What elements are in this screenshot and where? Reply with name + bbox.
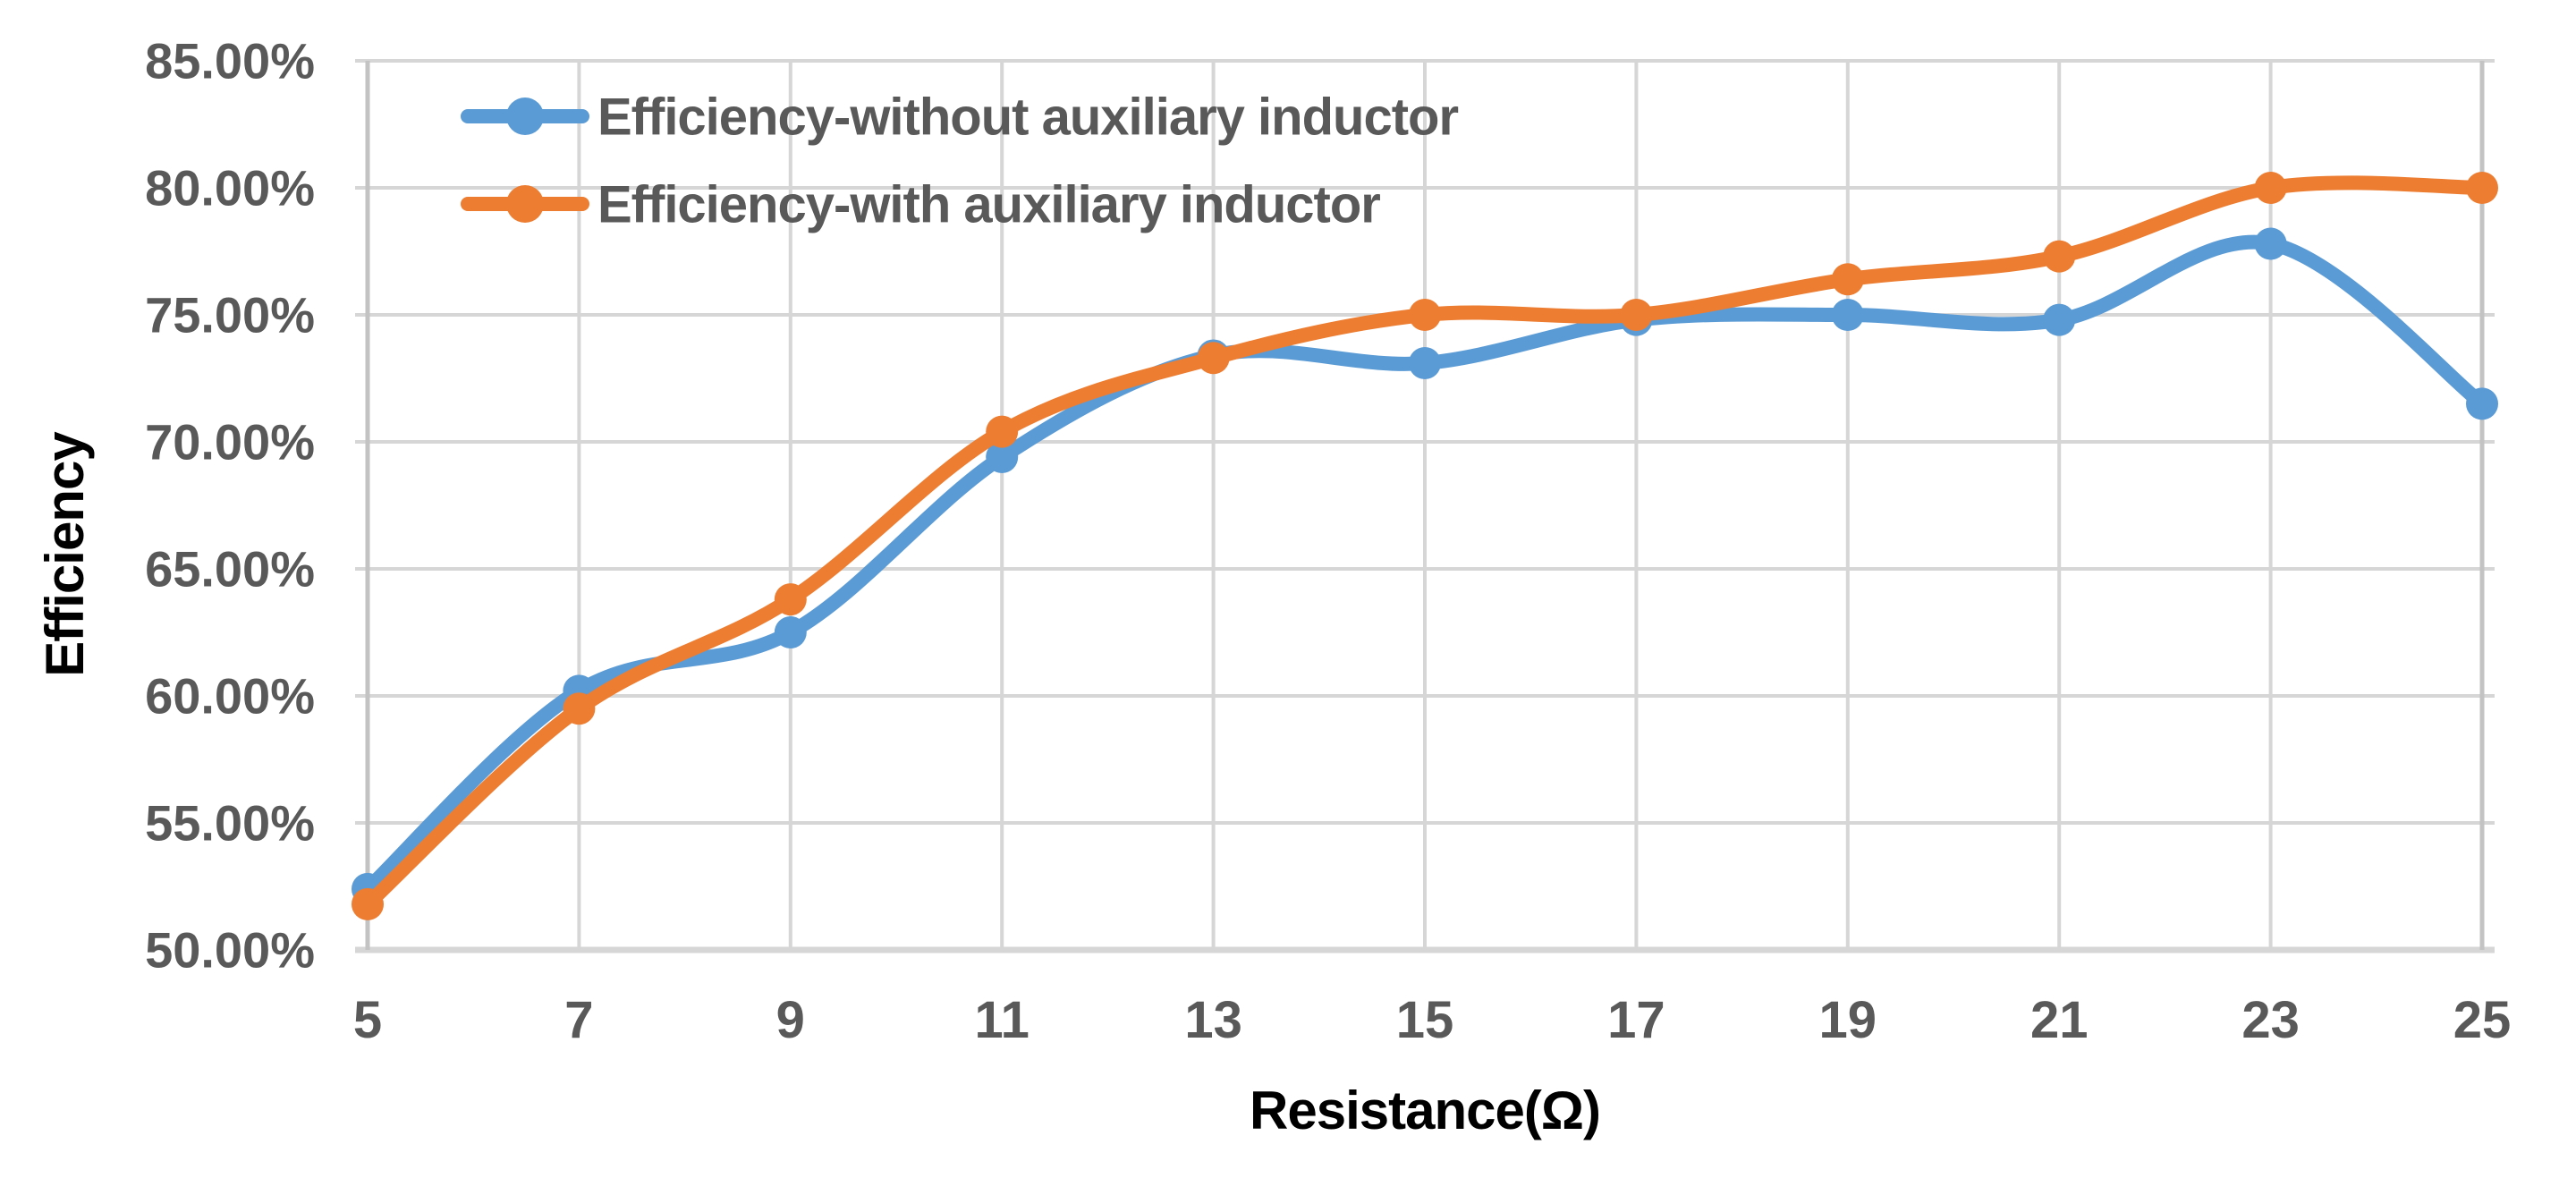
x-tick-label: 21: [2030, 991, 2089, 1049]
y-tick-label: 70.00%: [145, 414, 315, 470]
data-point-marker: [2043, 303, 2076, 336]
data-point-marker: [563, 692, 596, 725]
data-point-marker: [1620, 299, 1653, 331]
y-tick-label: 75.00%: [145, 287, 315, 343]
data-point-marker: [774, 616, 807, 648]
y-tick-label: 60.00%: [145, 668, 315, 725]
y-axis-title: Efficiency: [35, 431, 95, 677]
x-tick-label: 13: [1184, 991, 1242, 1049]
y-tick-label: 50.00%: [145, 922, 315, 979]
data-series: [352, 172, 2498, 920]
y-tick-label: 55.00%: [145, 795, 315, 852]
legend-marker-icon: [506, 185, 544, 223]
x-axis-tick-labels: 5 7 9 11 13 15 17 19 21 23 25: [353, 991, 2511, 1049]
data-point-marker: [986, 441, 1019, 474]
data-point-marker: [2043, 240, 2076, 273]
data-point-marker: [1409, 299, 1441, 331]
y-tick-label: 65.00%: [145, 541, 315, 597]
data-point-marker: [1831, 263, 1864, 296]
data-point-marker: [774, 583, 807, 616]
legend-label: Efficiency-without auxiliary inductor: [597, 88, 1458, 146]
legend: Efficiency-without auxiliary inductor Eff…: [461, 88, 1459, 233]
legend-marker-icon: [506, 97, 544, 135]
x-tick-label: 17: [1607, 991, 1665, 1049]
x-tick-label: 23: [2241, 991, 2300, 1049]
data-point-marker: [2254, 227, 2287, 260]
data-point-marker: [1409, 346, 1441, 379]
data-point-marker: [986, 415, 1019, 448]
data-point-marker: [1831, 299, 1864, 331]
data-point-marker: [2466, 387, 2498, 420]
data-point-marker: [1197, 342, 1230, 375]
legend-item: Efficiency-without auxiliary inductor: [461, 88, 1459, 146]
data-point-marker: [2254, 172, 2287, 204]
data-point-marker: [2466, 172, 2498, 204]
x-tick-label: 9: [776, 991, 805, 1049]
data-point-marker: [352, 887, 384, 920]
legend-label: Efficiency-with auxiliary inductor: [597, 175, 1380, 233]
series-1: [352, 172, 2498, 920]
y-tick-label: 80.00%: [145, 160, 315, 216]
x-tick-label: 25: [2453, 991, 2512, 1049]
series-line: [360, 175, 2489, 911]
y-tick-label: 85.00%: [145, 33, 315, 89]
x-tick-label: 15: [1396, 991, 1454, 1049]
y-axis-tick-labels: 50.00% 55.00% 60.00% 65.00% 70.00% 75.00% 80.0…: [145, 33, 315, 979]
x-axis-title: Resistance(Ω): [1250, 1081, 1600, 1140]
x-tick-label: 7: [564, 991, 593, 1049]
legend-item: Efficiency-with auxiliary inductor: [461, 175, 1381, 233]
x-tick-label: 19: [1819, 991, 1877, 1049]
x-tick-label: 5: [353, 991, 382, 1049]
x-tick-label: 11: [975, 991, 1030, 1049]
